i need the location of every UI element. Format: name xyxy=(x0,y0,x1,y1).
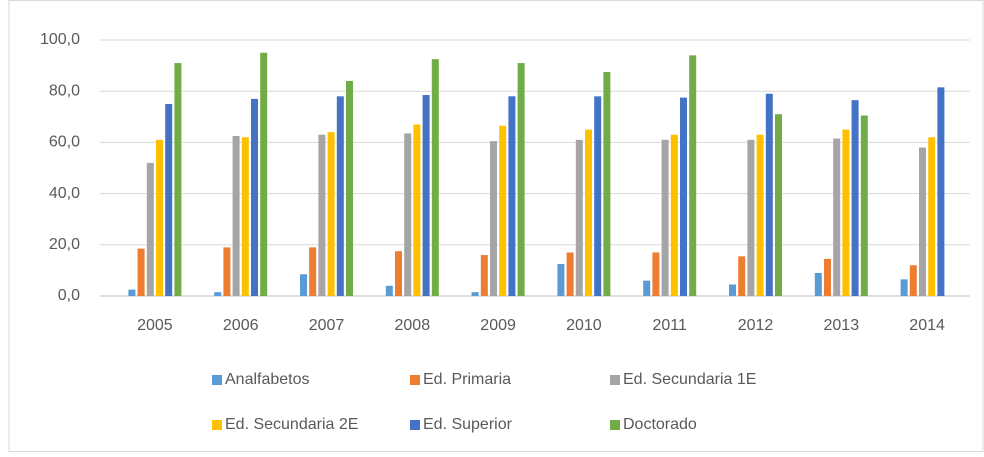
legend-label: Ed. Primaria xyxy=(423,371,511,388)
bar xyxy=(575,139,583,296)
legend-label: Ed. Superior xyxy=(423,416,513,433)
bar xyxy=(670,134,678,296)
bar xyxy=(747,139,755,296)
bar xyxy=(128,289,136,296)
bar xyxy=(585,129,592,296)
bar xyxy=(928,137,936,296)
legend-swatch xyxy=(610,420,620,430)
bar xyxy=(241,137,249,296)
bar xyxy=(156,139,163,296)
bar xyxy=(508,96,516,296)
bar xyxy=(214,292,222,296)
bar xyxy=(729,284,736,296)
x-tick-label: 2012 xyxy=(738,317,774,334)
bar xyxy=(346,80,353,297)
bar xyxy=(146,162,154,296)
legend-label: Doctorado xyxy=(623,416,697,433)
bar xyxy=(422,95,430,296)
y-tick-label: 60,0 xyxy=(49,134,80,151)
bar xyxy=(833,138,841,296)
legend-swatch xyxy=(610,375,620,385)
bar xyxy=(260,52,268,296)
bar xyxy=(652,252,660,296)
legend-swatch xyxy=(212,375,222,385)
bar xyxy=(756,134,764,296)
y-tick-label: 80,0 xyxy=(49,82,80,99)
bar xyxy=(689,55,697,296)
bar xyxy=(404,133,412,296)
x-tick-label: 2011 xyxy=(652,317,687,334)
bar xyxy=(842,129,850,296)
bar xyxy=(137,248,145,296)
legend-swatch xyxy=(410,375,420,385)
bar xyxy=(385,285,393,296)
y-tick-label: 0,0 xyxy=(58,287,80,304)
bar xyxy=(517,63,525,296)
bar xyxy=(174,63,182,296)
bar xyxy=(499,125,507,296)
y-tick-label: 100,0 xyxy=(40,31,80,48)
bar xyxy=(165,104,173,296)
bar xyxy=(661,139,669,296)
bar xyxy=(327,132,335,296)
legend-label: Ed. Secundaria 1E xyxy=(623,371,756,388)
x-tick-label: 2013 xyxy=(824,317,860,334)
bar xyxy=(480,255,488,296)
bar xyxy=(431,59,439,297)
bar xyxy=(603,72,611,296)
bar xyxy=(643,280,651,296)
x-tick-label: 2007 xyxy=(309,317,345,334)
x-tick-label: 2014 xyxy=(909,317,945,334)
bar xyxy=(395,251,402,296)
bar xyxy=(223,247,231,296)
bar xyxy=(318,134,326,296)
legend-label: Ed. Secundaria 2E xyxy=(225,416,358,433)
bar xyxy=(738,256,746,296)
bar xyxy=(336,96,344,296)
bar xyxy=(413,124,421,296)
x-tick-label: 2010 xyxy=(566,317,602,334)
x-tick-label: 2008 xyxy=(395,317,431,334)
bar xyxy=(566,252,574,296)
bar xyxy=(300,274,307,296)
bar xyxy=(765,93,773,296)
x-tick-label: 2006 xyxy=(223,317,259,334)
bar xyxy=(851,100,859,296)
bar xyxy=(937,87,945,296)
bar xyxy=(490,141,497,296)
x-tick-label: 2005 xyxy=(137,317,173,334)
bar xyxy=(251,98,258,296)
bar xyxy=(232,136,240,296)
legend-swatch xyxy=(212,420,222,430)
legend-swatch xyxy=(410,420,420,430)
bar xyxy=(309,247,317,296)
bar xyxy=(860,115,868,297)
legend-label: Analfabetos xyxy=(225,371,310,388)
bar xyxy=(909,265,917,296)
bar xyxy=(680,97,687,296)
bar xyxy=(900,279,908,296)
bar xyxy=(814,272,822,296)
y-tick-label: 40,0 xyxy=(49,185,80,202)
y-tick-label: 20,0 xyxy=(49,236,80,253)
bar xyxy=(471,292,479,296)
bar xyxy=(594,96,602,296)
x-tick-label: 2009 xyxy=(480,317,516,334)
bar xyxy=(824,258,831,296)
bar xyxy=(919,147,926,296)
bar xyxy=(557,264,565,296)
bar xyxy=(775,114,782,297)
